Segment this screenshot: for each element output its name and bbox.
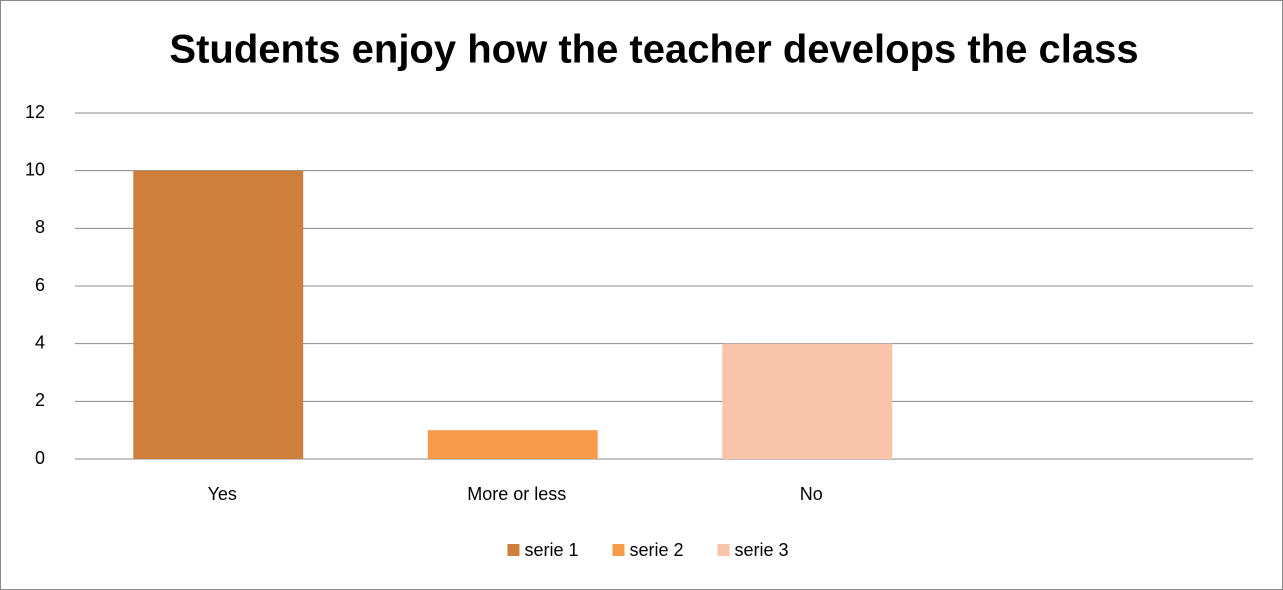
bar <box>427 430 598 459</box>
y-tick-label: 2 <box>35 390 45 410</box>
x-tick-label: No <box>800 484 823 504</box>
legend-label: serie 1 <box>524 540 578 560</box>
x-tick-label: Yes <box>208 484 237 504</box>
chart-title: Students enjoy how the teacher develops … <box>169 28 1138 72</box>
y-tick-label: 12 <box>25 102 45 122</box>
legend-label: serie 2 <box>629 540 683 560</box>
y-tick-label: 8 <box>35 217 45 237</box>
legend: serie 1 serie 2 serie 3 <box>507 540 789 560</box>
bar <box>133 170 304 459</box>
y-tick-label: 6 <box>35 275 45 295</box>
legend-swatch <box>612 544 625 556</box>
y-tick-label: 4 <box>35 332 45 352</box>
y-tick-label: 10 <box>25 159 45 179</box>
legend-swatch <box>507 544 520 556</box>
legend-label: serie 3 <box>735 540 789 560</box>
bar <box>722 343 893 459</box>
legend-swatch <box>717 544 730 556</box>
x-tick-label: More or less <box>467 484 566 504</box>
y-tick-label: 0 <box>35 448 45 468</box>
